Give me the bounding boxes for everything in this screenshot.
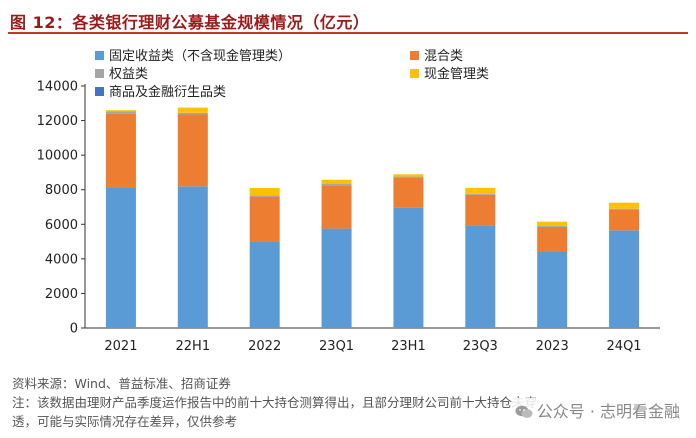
bar-segment (249, 195, 280, 197)
x-tick-label: 24Q1 (607, 339, 642, 354)
title-bar: 图 12：各类银行理财公募基金规模情况（亿元） (8, 6, 688, 34)
bar-segment (609, 209, 640, 231)
bar-segment (393, 176, 424, 178)
bar-segment (537, 226, 568, 252)
y-tick-label: 10000 (37, 149, 78, 164)
bar-segment (609, 202, 640, 209)
bar-segment (321, 228, 352, 328)
bar-segment (105, 113, 136, 188)
y-tick-label: 6000 (45, 218, 78, 233)
bar-segment (465, 194, 496, 226)
bar-segment (321, 185, 352, 229)
bar-segment (609, 208, 640, 210)
note-line-1: 注：该数据由理财产品季度运作报告中的前十大持仓测算得出，且部分理财公司前十大持仓… (12, 395, 538, 410)
chart-title: 图 12：各类银行理财公募基金规模情况（亿元） (10, 13, 370, 32)
bar-segment (465, 225, 496, 328)
bar-segment (249, 187, 280, 196)
legend-swatch (410, 69, 419, 78)
stacked-bar-chart: 0 2000 4000 6000 8000 10000 12000 14000 2021 22H1… (37, 48, 660, 354)
legend-label: 混合类 (424, 49, 463, 64)
bar-segment (537, 251, 568, 328)
bar-segment (537, 221, 568, 227)
legend-swatch (95, 87, 104, 96)
x-tick-label: 2021 (104, 339, 137, 354)
note-line-2: 透，可能与实际情况存在差异，仅供参考 (12, 414, 238, 429)
wechat-icon (515, 405, 533, 418)
y-tick-label: 14000 (37, 80, 78, 95)
legend-label: 现金管理类 (424, 66, 489, 82)
bar-segment (609, 230, 640, 328)
watermark-text: 公众号 · 志明看金融 (536, 402, 680, 421)
bar-segment (249, 241, 280, 328)
bar-segment (177, 114, 208, 187)
x-tick-label: 23Q3 (463, 339, 498, 354)
bar-segment (105, 187, 136, 328)
bar-segment (465, 187, 496, 194)
y-tick-label: 4000 (45, 252, 78, 267)
bar-segment (249, 196, 280, 242)
x-tick-label: 23H1 (391, 339, 426, 354)
bar-segment (105, 110, 136, 112)
bar-segment (393, 207, 424, 328)
bar-segment (177, 186, 208, 328)
bar-segment (537, 226, 568, 227)
x-tick-label: 22H1 (176, 339, 211, 354)
legend-label: 商品及金融衍生品类 (109, 84, 226, 100)
legend-label: 权益类 (109, 66, 148, 82)
watermark: 公众号 · 志明看金融 (512, 398, 682, 422)
bar-segment (393, 174, 424, 177)
bar-segment (321, 179, 352, 185)
x-tick-label: 2022 (248, 339, 281, 354)
bar-segment (321, 184, 352, 186)
legend-swatch (95, 69, 104, 78)
legend-swatch (410, 51, 419, 60)
bar-segment (393, 177, 424, 208)
legend-label: 固定收益类（不含现金管理类） (109, 48, 291, 64)
y-tick-label: 2000 (45, 287, 78, 302)
bar-segment (177, 107, 208, 113)
source-note: 资料来源：Wind、普益标准、招商证券 (12, 376, 231, 391)
x-tick-label: 23Q1 (319, 339, 354, 354)
bar-segment (177, 112, 208, 115)
legend-swatch (95, 51, 104, 60)
x-tick-label: 2023 (536, 339, 569, 354)
bar-segment (465, 193, 496, 195)
bar-segment (105, 111, 136, 114)
y-tick-label: 0 (70, 322, 78, 337)
y-tick-label: 12000 (37, 114, 78, 129)
y-tick-label: 8000 (45, 183, 78, 198)
